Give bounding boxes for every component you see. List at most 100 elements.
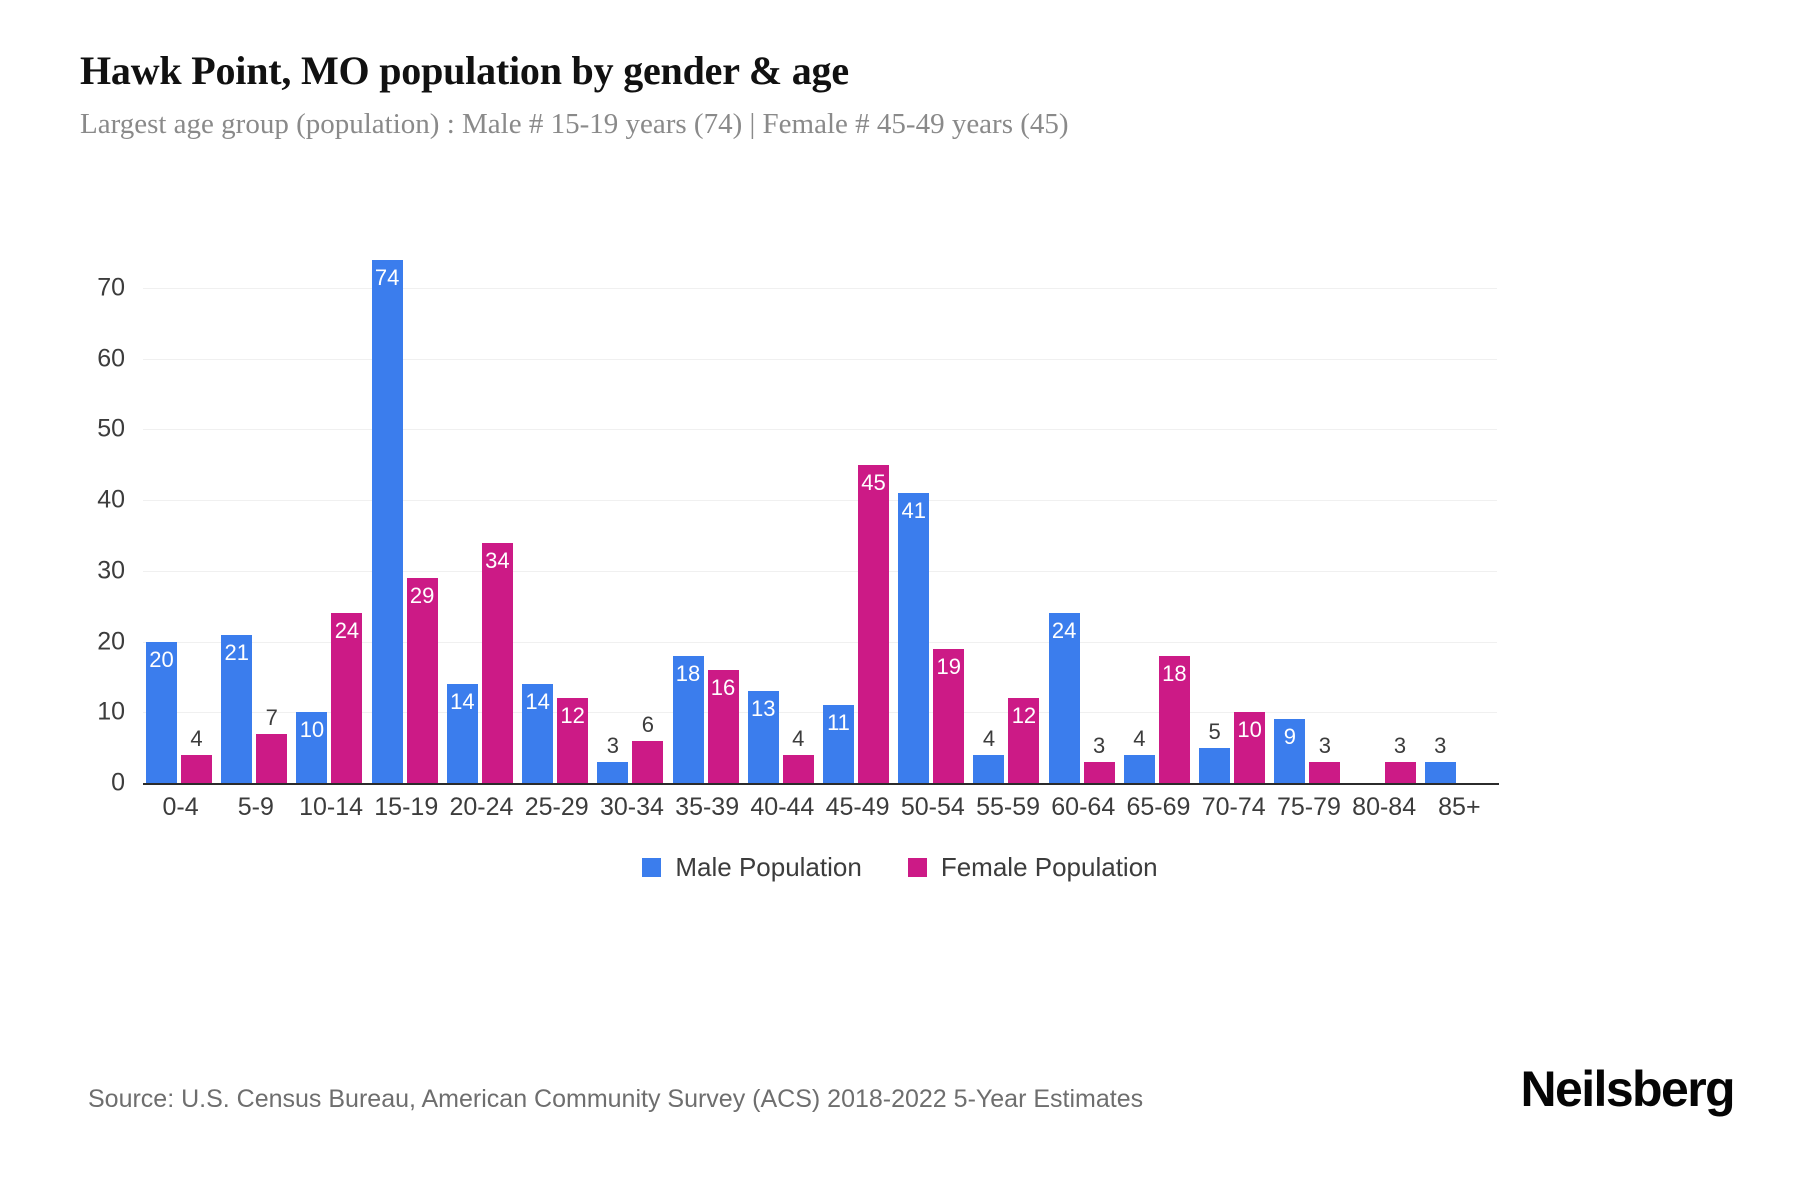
legend-label: Female Population — [940, 852, 1158, 882]
y-gridline — [143, 358, 1497, 360]
bar-value-label: 10 — [1237, 717, 1262, 743]
plot-area — [143, 288, 1497, 783]
bar-value-label: 34 — [485, 547, 510, 573]
male-bar[interactable]: 18 — [672, 655, 704, 783]
bar-value-label: 29 — [409, 582, 435, 608]
male-bar[interactable]: 20 — [146, 641, 177, 783]
bar-value-label: 20 — [149, 646, 174, 672]
female-bar[interactable]: 18 — [1158, 655, 1190, 783]
female-bar[interactable]: 24 — [331, 613, 363, 783]
legend-item[interactable]: Male Population — [642, 852, 862, 883]
bar-value-label: 24 — [334, 618, 360, 644]
x-axis-tick-label: 60-64 — [1051, 793, 1116, 821]
bar-group: 11 45 — [820, 150, 895, 783]
female-bar[interactable]: 3 — [1309, 734, 1341, 783]
male-bar[interactable]: 11 — [823, 705, 854, 783]
female-bar[interactable]: 34 — [481, 542, 513, 783]
female-bar[interactable]: 4 — [782, 727, 814, 783]
male-bar[interactable]: 3 — [597, 734, 629, 783]
bar-value-label: 16 — [710, 674, 736, 700]
x-axis-tick-label: 75-79 — [1276, 793, 1341, 821]
bar-value-label: 19 — [936, 653, 961, 679]
bar-group: 18 16 — [670, 150, 745, 783]
female-bar[interactable]: 45 — [858, 464, 889, 783]
male-bar[interactable]: 41 — [898, 493, 930, 783]
female-bar[interactable]: 12 — [557, 698, 589, 783]
bar-value-label: 4 — [1133, 725, 1146, 751]
male-bar[interactable]: 9 — [1274, 719, 1306, 783]
bar-group: 5 10 — [1196, 150, 1271, 783]
x-axis-tick-label: 45-49 — [825, 793, 890, 821]
male-bar[interactable]: 10 — [296, 712, 328, 783]
x-axis-tick-label: 40-44 — [750, 793, 815, 821]
bar-group: 10 24 — [293, 150, 368, 783]
male-bar[interactable]: 14 — [446, 684, 478, 783]
female-bar[interactable]: 6 — [632, 713, 664, 783]
x-axis-tick-label: 80-84 — [1352, 793, 1417, 821]
x-axis-tick-label: 50-54 — [900, 793, 965, 821]
x-axis-tick-label: 15-19 — [374, 793, 439, 821]
male-bar[interactable]: 5 — [1199, 720, 1231, 783]
bar-value-label: 3 — [1393, 732, 1407, 758]
bar-value-label: 21 — [224, 639, 249, 665]
male-bar[interactable]: 4 — [1123, 727, 1155, 783]
bar-value-label: 12 — [1011, 703, 1037, 729]
female-bar[interactable]: 12 — [1008, 698, 1040, 783]
y-axis-tick-label: 60 — [97, 344, 125, 373]
bar-value-label: 3 — [1093, 732, 1106, 758]
bar-group: 14 12 — [519, 150, 594, 783]
female-bar[interactable]: 7 — [256, 706, 288, 783]
chart-subtitle: Largest age group (population) : Male # … — [80, 108, 1069, 140]
bar-group: 14 34 — [444, 150, 519, 783]
bar-value-label: 12 — [560, 703, 585, 729]
female-bar[interactable]: 4 — [181, 727, 212, 783]
female-bar[interactable]: 3 — [1384, 734, 1416, 783]
bar-value-label: 3 — [606, 732, 619, 758]
male-bar[interactable]: 24 — [1048, 613, 1080, 783]
legend-item[interactable]: Female Population — [907, 852, 1158, 883]
female-bar[interactable]: 19 — [933, 648, 965, 783]
bar-group: 4 12 — [970, 150, 1045, 783]
x-axis-tick-label: 35-39 — [675, 793, 740, 821]
male-bar[interactable]: 4 — [973, 727, 1005, 783]
bar-group: 3 — [1347, 150, 1422, 783]
bar-value-label: 45 — [861, 469, 886, 495]
bar-value-label: 11 — [827, 710, 850, 736]
bar-group: 4 18 — [1121, 150, 1196, 783]
x-axis-tick-label: 85+ — [1438, 793, 1481, 821]
chart-header: Hawk Point, MO population by gender & ag… — [80, 48, 1740, 141]
x-axis-tick-label: 30-34 — [599, 793, 664, 821]
x-axis-tick-label: 10-14 — [299, 793, 364, 821]
female-bar[interactable]: 3 — [1083, 734, 1115, 783]
x-axis-tick-label: 5-9 — [237, 793, 274, 821]
bar-group: 13 4 — [745, 150, 820, 783]
male-bar[interactable]: 74 — [371, 259, 403, 783]
male-bar[interactable]: 3 — [1424, 734, 1456, 783]
bar-value-label: 14 — [525, 689, 550, 714]
page-title: Hawk Point, MO population by gender & ag… — [80, 48, 849, 93]
brand-logo: Neilsberg — [1520, 1061, 1736, 1117]
bar-value-label: 24 — [1051, 618, 1077, 644]
y-axis-tick-label: 40 — [97, 485, 125, 514]
bar-value-label: 9 — [1283, 724, 1296, 750]
y-axis-tick-label: 50 — [97, 414, 125, 443]
legend-label: Male Population — [675, 852, 862, 882]
male-bar[interactable]: 21 — [221, 634, 253, 783]
x-axis-tick-label: 25-29 — [524, 793, 589, 821]
bar-value-label: 3 — [1318, 732, 1331, 758]
chart-legend: Male Population Female Population — [0, 852, 1800, 883]
x-axis-tick-label: 20-24 — [449, 793, 514, 821]
male-bar[interactable]: 14 — [522, 684, 554, 783]
bar-value-label: 4 — [982, 725, 996, 751]
female-bar[interactable]: 10 — [1234, 712, 1266, 783]
x-axis-tick-label: 0-4 — [162, 793, 199, 821]
male-bar[interactable]: 13 — [747, 691, 779, 783]
female-bar[interactable]: 29 — [406, 577, 438, 783]
female-bar[interactable]: 16 — [707, 669, 739, 783]
x-axis-tick-label: 65-69 — [1126, 793, 1191, 821]
y-axis-tick-label: 20 — [97, 627, 125, 656]
bar-value-label: 13 — [751, 696, 776, 722]
